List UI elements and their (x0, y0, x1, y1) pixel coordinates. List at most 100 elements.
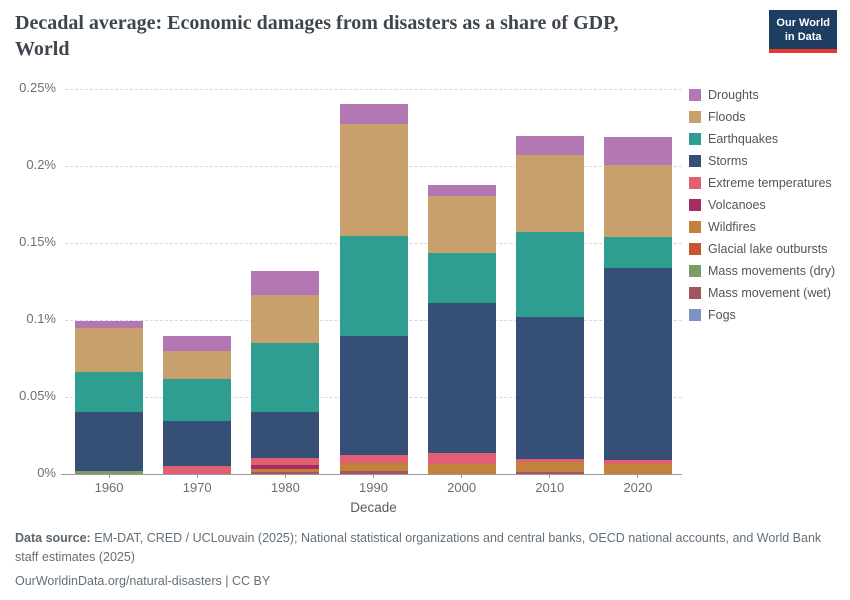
bar-segment-1970-droughts[interactable] (163, 336, 232, 351)
bar-segment-1980-earthquakes[interactable] (251, 343, 320, 412)
legend-item-earthquakes[interactable]: Earthquakes (689, 128, 835, 150)
bar-segment-2010-wildfires[interactable] (515, 462, 584, 473)
bar-segment-2020-extreme-temperatures[interactable] (603, 460, 672, 464)
data-source-label: Data source: (15, 531, 91, 545)
y-tick-label: 0.25% (19, 80, 56, 95)
bar-segment-1980-extreme-temperatures[interactable] (251, 458, 320, 466)
bar-segment-1980-wildfires[interactable] (251, 469, 320, 472)
bar-segment-2000-earthquakes[interactable] (427, 253, 496, 304)
bar-segment-1990-droughts[interactable] (339, 104, 408, 125)
legend-item-extreme-temperatures[interactable]: Extreme temperatures (689, 172, 835, 194)
legend-label: Extreme temperatures (708, 176, 832, 190)
bar-segment-1990-floods[interactable] (339, 124, 408, 237)
bar-segment-2010-mass-movement-wet-[interactable] (515, 472, 584, 474)
bar-segment-2000-storms[interactable] (427, 303, 496, 454)
bar-segment-1960-earthquakes[interactable] (75, 372, 144, 413)
bar-segment-2020-storms[interactable] (603, 268, 672, 460)
bar-segment-1980-volcanoes[interactable] (251, 465, 320, 470)
bar-segment-1980-floods[interactable] (251, 294, 320, 344)
bar-segment-1980-storms[interactable] (251, 411, 320, 459)
legend-swatch (689, 111, 701, 123)
x-tick-label-2020: 2020 (623, 480, 653, 495)
owid-logo-line1: Our World (776, 17, 830, 29)
bar-segment-2010-earthquakes[interactable] (515, 232, 584, 318)
legend-swatch (689, 133, 701, 145)
y-tick-label: 0.15% (19, 234, 56, 249)
legend-label: Mass movement (wet) (708, 286, 831, 300)
bar-segment-2020-droughts[interactable] (603, 136, 672, 165)
page-title-line2: World (15, 38, 70, 61)
bar-segment-1970-earthquakes[interactable] (163, 379, 232, 422)
bar-segment-1970-extreme-temperatures[interactable] (163, 466, 232, 474)
legend-label: Droughts (708, 88, 759, 102)
legend-label: Floods (708, 110, 746, 124)
legend-item-mass-movements-dry-[interactable]: Mass movements (dry) (689, 260, 835, 282)
legend-item-wildfires[interactable]: Wildfires (689, 216, 835, 238)
bar-segment-2020-wildfires[interactable] (603, 464, 672, 474)
data-source-text: EM-DAT, CRED / UCLouvain (2025); Nationa… (15, 531, 822, 564)
y-tick-label: 0.05% (19, 388, 56, 403)
bar-segment-1960-storms[interactable] (75, 412, 144, 471)
bar-segment-1980-mass-movement-wet-[interactable] (251, 471, 320, 474)
legend-item-mass-movement-wet-[interactable]: Mass movement (wet) (689, 282, 835, 304)
legend-swatch (689, 265, 701, 277)
x-tick-label-1960: 1960 (94, 480, 124, 495)
legend-label: Wildfires (708, 220, 756, 234)
bar-segment-2000-extreme-temperatures[interactable] (427, 453, 496, 465)
legend-item-glacial-lake-outbursts[interactable]: Glacial lake outbursts (689, 238, 835, 260)
cc-line[interactable]: OurWorldinData.org/natural-disasters | C… (15, 573, 271, 588)
bar-segment-2000-droughts[interactable] (427, 185, 496, 196)
bar-segment-1990-mass-movement-wet-[interactable] (339, 471, 408, 474)
bar-segment-1990-wildfires[interactable] (339, 463, 408, 472)
legend-label: Volcanoes (708, 198, 766, 212)
bar-segment-1990-storms[interactable] (339, 335, 408, 456)
bar-segment-1960-floods[interactable] (75, 328, 144, 373)
page-title-line1: Decadal average: Economic damages from d… (15, 12, 619, 34)
page-title: Decadal average: Economic damages from d… (15, 10, 755, 63)
x-tick-mark (637, 474, 639, 478)
bar-segment-1970-floods[interactable] (163, 350, 232, 380)
legend-item-droughts[interactable]: Droughts (689, 84, 835, 106)
legend-item-volcanoes[interactable]: Volcanoes (689, 194, 835, 216)
bar-segment-1980-droughts[interactable] (251, 270, 320, 295)
x-tick-label-1990: 1990 (359, 480, 388, 495)
x-tick-mark (549, 474, 551, 478)
bar-segment-2000-floods[interactable] (427, 195, 496, 254)
bar-segment-2020-floods[interactable] (603, 164, 672, 238)
x-tick-label-1980: 1980 (270, 480, 300, 495)
bar-segment-2010-storms[interactable] (515, 317, 584, 460)
bar-segment-1960-mass-movements-dry-[interactable] (75, 470, 144, 474)
legend-swatch (689, 287, 701, 299)
bar-segment-2010-extreme-temperatures[interactable] (515, 459, 584, 463)
bar-segment-2000-wildfires[interactable] (427, 464, 496, 474)
x-tick-mark (108, 474, 110, 478)
owid-logo[interactable]: Our World in Data (769, 10, 837, 53)
bar-segment-2010-floods[interactable] (515, 155, 584, 233)
bar-segment-2010-droughts[interactable] (515, 136, 584, 156)
plot-area (61, 89, 682, 478)
bar-segment-1990-earthquakes[interactable] (339, 236, 408, 336)
legend-swatch (689, 309, 701, 321)
bar-segment-1990-extreme-temperatures[interactable] (339, 455, 408, 464)
x-tick-mark (373, 474, 374, 478)
x-tick-mark (196, 474, 198, 478)
x-tick-label-2000: 2000 (447, 480, 477, 495)
legend-item-floods[interactable]: Floods (689, 106, 835, 128)
y-tick-label: 0.1% (26, 311, 56, 326)
legend-label: Fogs (708, 308, 736, 322)
legend-label: Earthquakes (708, 132, 779, 146)
legend-swatch (689, 199, 701, 211)
legend-item-storms[interactable]: Storms (689, 150, 835, 172)
bar-segment-1960-droughts[interactable] (75, 320, 144, 329)
bar-segment-2020-earthquakes[interactable] (603, 237, 672, 269)
x-axis-title: Decade (350, 500, 397, 515)
legend-swatch (689, 177, 701, 189)
legend: Droughts Floods Earthquakes Storms Extreme t… (689, 84, 835, 326)
x-tick-label-1970: 1970 (182, 480, 212, 495)
bar-segment-1970-storms[interactable] (163, 421, 232, 466)
legend-label: Mass movements (dry) (708, 264, 836, 278)
legend-item-fogs[interactable]: Fogs (689, 304, 835, 326)
x-tick-mark (284, 474, 286, 478)
y-tick-label: 0% (37, 465, 56, 480)
